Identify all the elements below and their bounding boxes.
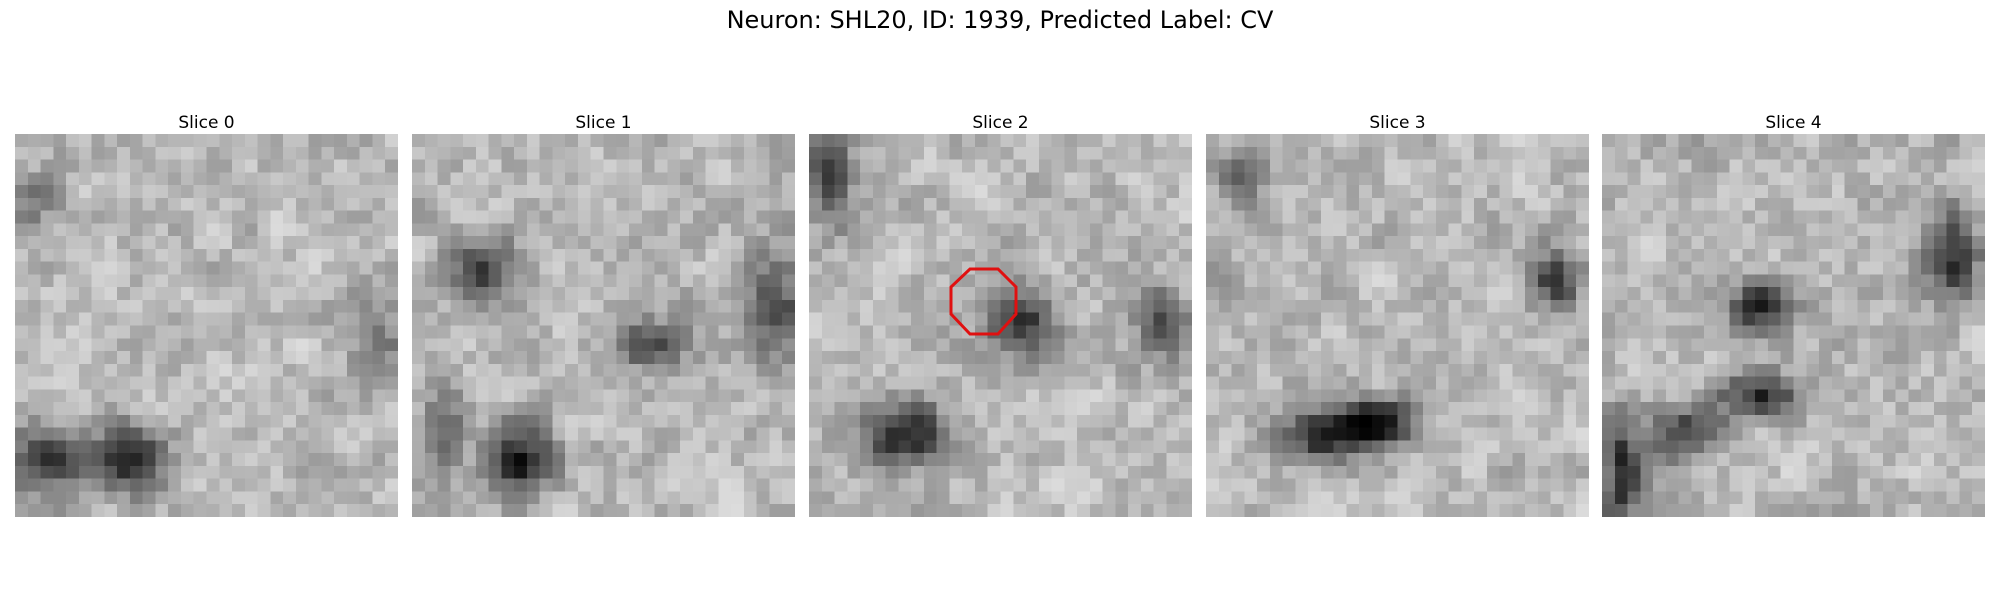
slice-title: Slice 4 [1765, 113, 1822, 133]
slice-image [15, 134, 398, 517]
slice-panel-2: Slice 2 [809, 112, 1192, 517]
slice-panel-3: Slice 3 [1206, 112, 1589, 517]
slice-title: Slice 3 [1369, 113, 1426, 133]
slice-panel-4: Slice 4 [1602, 112, 1985, 517]
slice-image [1206, 134, 1589, 517]
figure-title: Neuron: SHL20, ID: 1939, Predicted Label… [726, 6, 1274, 34]
slice-image [412, 134, 795, 517]
slice-image [809, 134, 1192, 517]
slice-title: Slice 0 [178, 113, 235, 133]
slice-panel-0: Slice 0 [15, 112, 398, 517]
slice-panel-1: Slice 1 [412, 112, 795, 517]
slice-title: Slice 1 [575, 113, 632, 133]
slice-title: Slice 2 [972, 113, 1029, 133]
slice-image [1602, 134, 1985, 517]
